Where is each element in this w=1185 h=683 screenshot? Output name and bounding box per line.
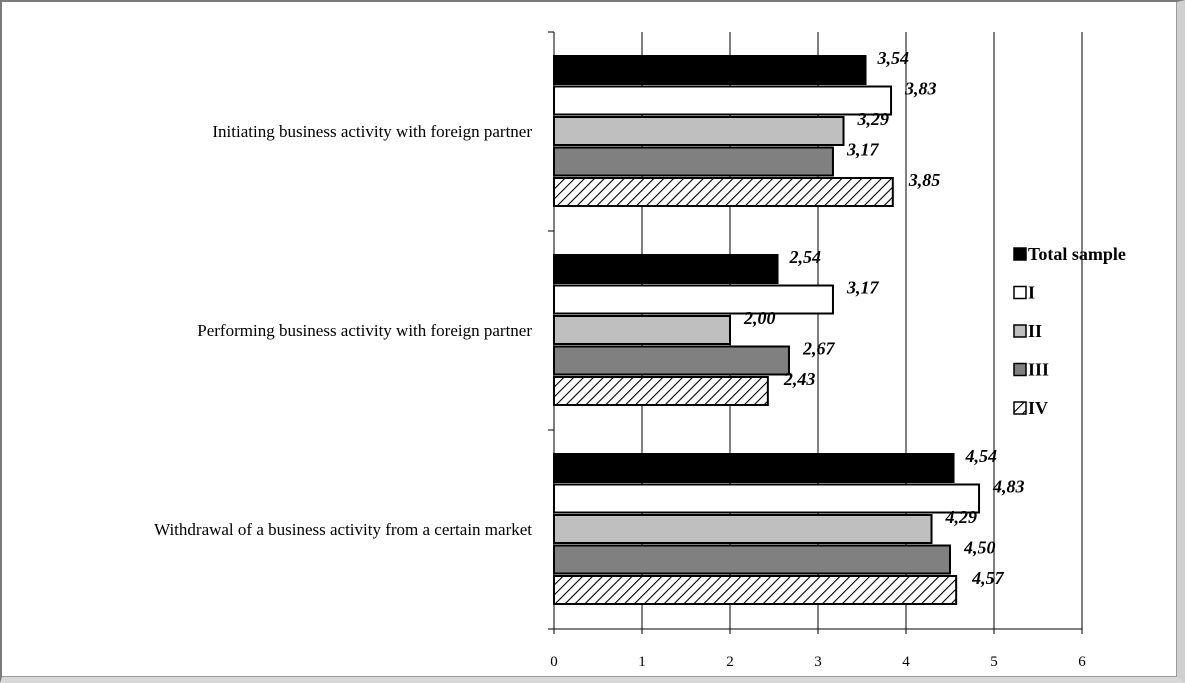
category-labels: Initiating business activity with foreig… xyxy=(154,122,532,539)
data-label: 4,50 xyxy=(963,538,996,558)
bar-3-i xyxy=(553,483,981,514)
data-label: 3,17 xyxy=(846,278,880,298)
bar-2-ii xyxy=(553,315,731,345)
bar-1-iii xyxy=(553,146,834,177)
x-tick-label-4: 4 xyxy=(902,654,910,670)
category-label-3: Withdrawal of a business activity from a… xyxy=(154,520,532,539)
bar-3-iii xyxy=(553,544,951,575)
data-label: 3,54 xyxy=(877,48,910,68)
data-label: 3,85 xyxy=(908,170,941,190)
data-label: 2,00 xyxy=(743,308,776,328)
bar-2-iv xyxy=(553,376,769,406)
legend-swatch-total-sample xyxy=(1013,247,1027,261)
x-axis-tick-labels: 0 1 2 3 4 5 6 xyxy=(550,654,1086,670)
category-label-2: Performing business activity with foreig… xyxy=(197,321,532,340)
legend-swatch-iv xyxy=(1013,401,1027,415)
data-labels: 3,54 3,83 3,29 3,17 3,85 2,54 3,17 2,00 2,67 2,43… xyxy=(743,48,1025,588)
bar-3-iv xyxy=(553,575,958,605)
data-label: 4,54 xyxy=(965,446,998,466)
bar-2-total-sample xyxy=(553,254,779,284)
bar-3-total-sample xyxy=(553,453,955,483)
data-label: 2,43 xyxy=(783,369,816,389)
bar-1-total-sample xyxy=(553,55,867,85)
bar-1-i xyxy=(553,85,893,116)
legend-swatch-i xyxy=(1013,285,1027,300)
x-tick-label-5: 5 xyxy=(990,654,998,670)
x-tick-label-3: 3 xyxy=(814,654,822,670)
legend-swatch-iii xyxy=(1013,362,1027,377)
bar-2-iii xyxy=(553,345,790,376)
bar-2-i xyxy=(553,284,834,315)
legend-label-total-sample: Total sample xyxy=(1028,244,1126,264)
x-tick-label-0: 0 xyxy=(550,654,558,670)
data-label: 3,83 xyxy=(904,79,937,99)
legend-label-i: I xyxy=(1028,283,1035,303)
bar-3-ii xyxy=(553,514,933,544)
legend-label-ii: II xyxy=(1028,321,1042,341)
x-tick-label-6: 6 xyxy=(1078,654,1086,670)
data-label: 4,83 xyxy=(992,477,1025,497)
bars xyxy=(553,55,981,605)
legend-swatch-ii xyxy=(1013,324,1027,338)
data-label: 2,67 xyxy=(802,339,836,359)
legend-label-iii: III xyxy=(1028,360,1049,380)
bar-1-iv xyxy=(553,177,894,207)
x-tick-label-2: 2 xyxy=(726,654,734,670)
data-label: 3,29 xyxy=(857,109,890,129)
x-tick-label-1: 1 xyxy=(638,654,646,670)
data-label: 4,29 xyxy=(945,507,978,527)
data-label: 3,17 xyxy=(846,140,880,160)
legend-label-iv: IV xyxy=(1028,398,1048,418)
data-label: 2,54 xyxy=(789,247,822,267)
bar-1-ii xyxy=(553,116,845,146)
category-label-1: Initiating business activity with foreig… xyxy=(212,122,532,141)
data-label: 4,57 xyxy=(971,568,1005,588)
